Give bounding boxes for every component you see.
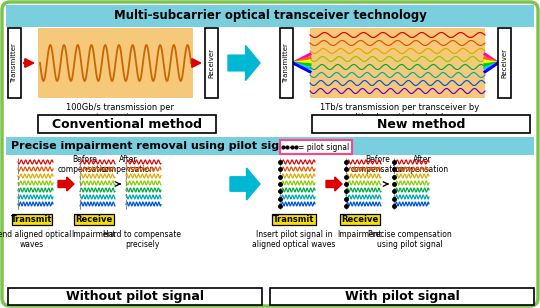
Text: Without pilot signal: Without pilot signal [66,290,204,303]
Text: Impairment: Impairment [338,230,382,239]
Text: New method: New method [377,117,465,131]
Text: Multi-subcarrier optical transceiver technology: Multi-subcarrier optical transceiver tec… [113,10,427,22]
Bar [310,28,485,98]
Bar [312,115,530,133]
Text: Conventional method: Conventional method [52,117,202,131]
Text: Precise impairment removal using pilot signal: Precise impairment removal using pilot s… [11,141,299,151]
Bar [8,288,262,305]
Text: Transmitter: Transmitter [284,43,289,83]
FancyArrow shape [228,46,260,80]
Text: Receive: Receive [76,215,113,224]
Text: = pilot signal: = pilot signal [298,143,349,152]
Bar [270,288,534,305]
Bar [340,214,380,225]
Bar [272,214,316,225]
Text: With pilot signal: With pilot signal [345,290,460,303]
Text: Before
compensation: Before compensation [58,155,112,174]
Text: Insert pilot signal in
aligned optical waves: Insert pilot signal in aligned optical w… [252,230,336,249]
Bar [6,137,534,155]
Text: Receiver: Receiver [208,48,214,78]
Text: Hard to compensate
precisely: Hard to compensate precisely [103,230,181,249]
Bar [6,5,534,27]
Text: Receive: Receive [341,215,379,224]
FancyArrow shape [230,168,260,200]
Text: Before
compensation: Before compensation [351,155,405,174]
Bar [38,28,193,98]
FancyBboxPatch shape [2,2,538,306]
Bar [280,140,352,154]
Text: Transmit: Transmit [11,215,53,224]
Bar [280,28,293,98]
Text: Receiver: Receiver [502,48,508,78]
Bar [12,214,52,225]
Text: 1Tb/s transmission per transceiver by
multi-subcarrier technology: 1Tb/s transmission per transceiver by mu… [320,103,480,122]
Text: Send aligned optical
waves: Send aligned optical waves [0,230,71,249]
FancyArrow shape [326,177,342,191]
Bar [74,214,114,225]
Text: Transmitter: Transmitter [11,43,17,83]
Bar [498,28,511,98]
Bar [38,115,216,133]
Text: Precise compensation
using pilot signal: Precise compensation using pilot signal [368,230,452,249]
FancyArrow shape [58,177,74,191]
Bar [205,28,218,98]
Text: After
compensation: After compensation [101,155,155,174]
Text: Impairment: Impairment [72,230,116,239]
Bar [8,28,21,98]
Text: After
compensation: After compensation [395,155,449,174]
Text: 100Gb/s transmission per
transceiver: 100Gb/s transmission per transceiver [66,103,174,122]
Text: Transmit: Transmit [273,215,315,224]
